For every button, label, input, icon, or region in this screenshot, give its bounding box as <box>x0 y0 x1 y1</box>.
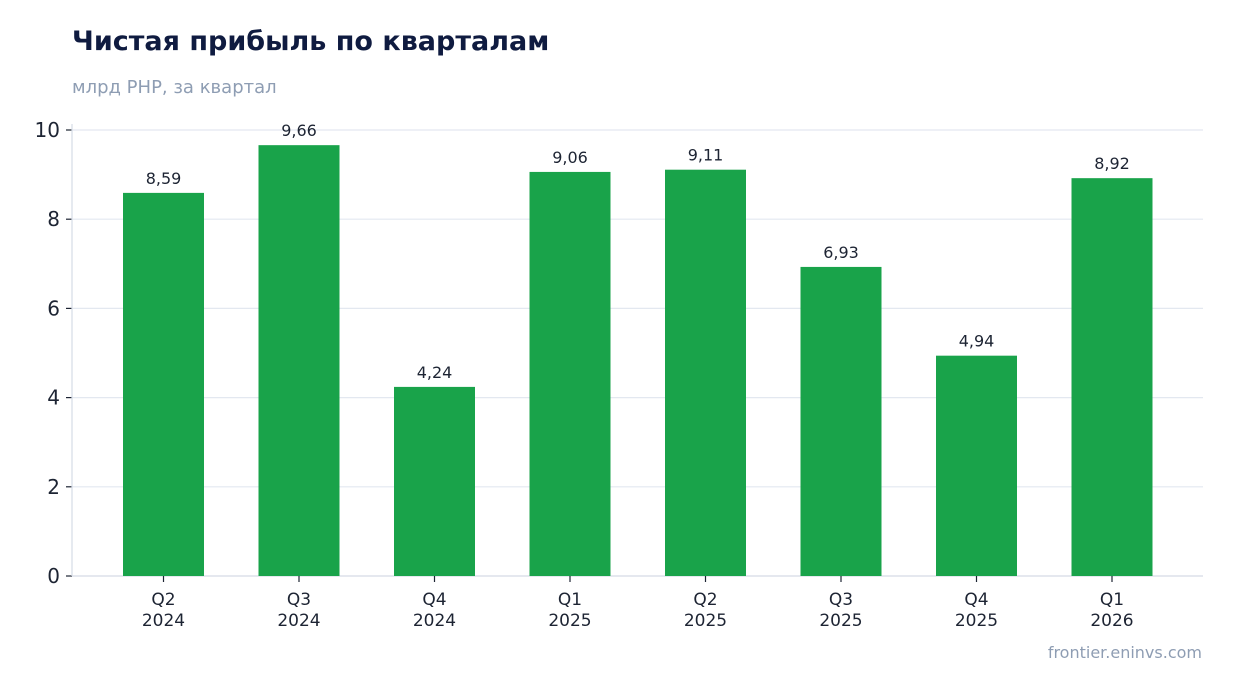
bar <box>529 171 611 576</box>
x-tick-label-year: 2025 <box>819 611 862 631</box>
grid-lines <box>72 129 1203 488</box>
bar-value-label: 9,66 <box>281 121 317 140</box>
bar-value-label: 4,94 <box>959 332 995 351</box>
chart-subtitle: млрд PHP, за квартал <box>72 77 277 98</box>
x-tick-label-quarter: Q2 <box>693 590 717 610</box>
x-tick-label-quarter: Q4 <box>422 590 446 610</box>
bar <box>1071 178 1153 576</box>
bar-value-label: 4,24 <box>417 363 453 382</box>
x-tick-label-quarter: Q3 <box>287 590 311 610</box>
x-tick-label-year: 2025 <box>955 611 998 631</box>
x-tick-label-year: 2025 <box>684 611 727 631</box>
bars <box>123 145 1153 577</box>
bar-value-label: 9,06 <box>552 148 588 167</box>
x-tick-label-quarter: Q3 <box>829 590 853 610</box>
x-tick-label-quarter: Q1 <box>1100 590 1124 610</box>
x-tick-label-quarter: Q2 <box>151 590 175 610</box>
axes: 0246810Q22024Q32024Q42024Q12025Q22025Q32… <box>35 118 1203 631</box>
chart-title: Чистая прибыль по кварталам <box>72 26 550 57</box>
bar <box>936 355 1017 576</box>
y-tick-label: 4 <box>47 386 60 410</box>
y-tick-label: 6 <box>47 296 60 320</box>
x-tick-label-quarter: Q4 <box>964 590 988 610</box>
bar <box>665 169 746 576</box>
x-tick-label-quarter: Q1 <box>558 590 582 610</box>
bar <box>123 192 204 577</box>
y-tick-label: 10 <box>35 118 60 142</box>
x-tick-label-year: 2025 <box>548 611 591 631</box>
x-tick-label-year: 2024 <box>142 611 185 631</box>
bar-value-label: 9,11 <box>688 146 724 165</box>
bar <box>394 386 475 576</box>
bar <box>258 145 340 576</box>
labels: 8,59 9,66 4,24 9,06 9,11 6,93 4,94 8,92 <box>146 121 1130 382</box>
x-tick-label-year: 2024 <box>277 611 320 631</box>
y-tick-label: 0 <box>47 564 60 588</box>
bar-value-label: 8,59 <box>146 169 182 188</box>
source-label: frontier.eninvs.com <box>1047 643 1202 662</box>
bar-value-label: 6,93 <box>823 243 859 262</box>
bar-value-label: 8,92 <box>1094 154 1130 173</box>
x-tick-label-year: 2024 <box>413 611 456 631</box>
y-tick-label: 8 <box>47 207 60 231</box>
y-tick-label: 2 <box>47 475 60 499</box>
x-tick-label-year: 2026 <box>1090 611 1133 631</box>
bar <box>800 266 882 576</box>
